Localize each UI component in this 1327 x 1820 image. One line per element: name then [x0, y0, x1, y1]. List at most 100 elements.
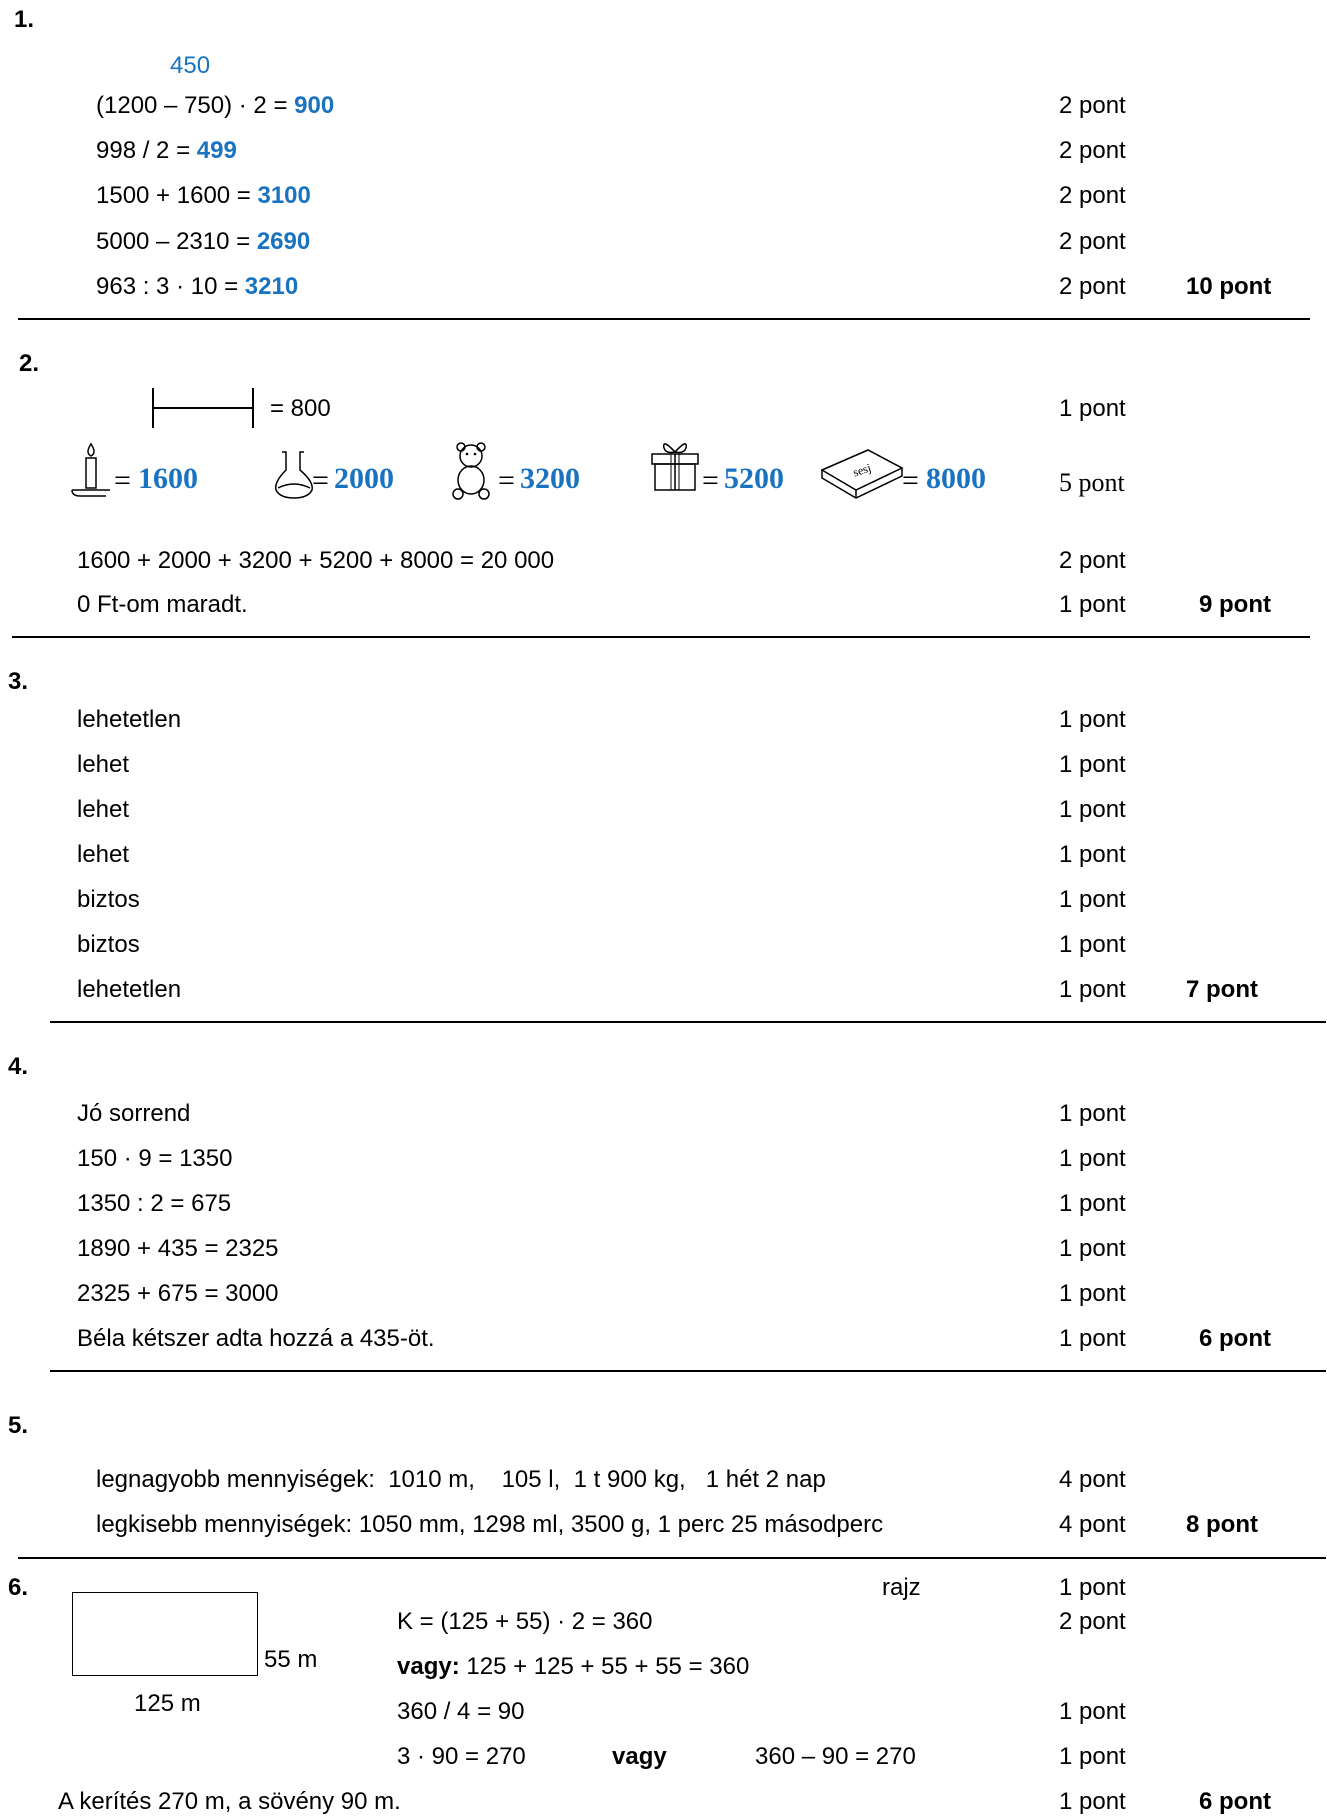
decanter-value: 2000 [334, 462, 394, 495]
equals-sign: = [312, 464, 329, 497]
points: 1 pont [1059, 1145, 1126, 1172]
points: 1 pont [1059, 976, 1126, 1003]
conclusion-line: A kerítés 270 m, a sövény 90 m. [58, 1788, 401, 1815]
answer: 499 [196, 137, 237, 164]
section-3-total: 7 pont [1186, 976, 1258, 1003]
candle-icon [71, 442, 110, 497]
section-divider [12, 636, 1310, 638]
alternative-expression: 125 + 125 + 55 + 55 = 360 [459, 1653, 750, 1680]
answer-text: lehet [77, 751, 130, 778]
teddy-bear-icon [452, 442, 490, 500]
section-2-total: 9 pont [1199, 591, 1271, 618]
answer: 3210 [244, 273, 299, 300]
points: 1 pont [1059, 1698, 1126, 1725]
solution-step: 1350 : 2 = 675 [77, 1190, 232, 1217]
answer-text: lehetetlen [77, 976, 182, 1003]
solution-step: 2325 + 675 = 3000 [77, 1280, 279, 1307]
section-divider [18, 318, 1310, 320]
points: 2 pont [1059, 1608, 1126, 1635]
decanter-icon [274, 451, 313, 499]
points: 2 pont [1059, 228, 1126, 255]
points: 1 pont [1059, 796, 1126, 823]
section-divider [18, 1557, 1326, 1559]
section-6-total: 6 pont [1199, 1788, 1271, 1815]
points: 1 pont [1059, 841, 1126, 868]
section-divider [50, 1370, 1326, 1372]
gift-box-icon [651, 443, 699, 491]
points: 1 pont [1059, 1100, 1126, 1127]
candle-value: 1600 [138, 462, 198, 495]
section-4-number: 4. [8, 1053, 29, 1080]
points: 1 pont [1059, 1325, 1126, 1352]
side-length-label: 55 m [264, 1646, 318, 1673]
alternative-line: vagy: 125 + 125 + 55 + 55 = 360 [397, 1653, 749, 1681]
expression: 963 : 3 · 10 = [96, 273, 245, 300]
perimeter-line: K = (125 + 55) · 2 = 360 [397, 1608, 653, 1635]
points: 1 pont [1059, 751, 1126, 778]
answer: 2690 [256, 228, 311, 255]
section-1-number: 1. [14, 6, 35, 33]
points: 2 pont [1059, 547, 1126, 574]
equals-sign: = [114, 464, 131, 497]
section-1-row: 963 : 3 · 10 = 3210 [96, 273, 298, 301]
points: 1 pont [1059, 1788, 1126, 1815]
division-line: 360 / 4 = 90 [397, 1698, 525, 1725]
answer-text: lehet [77, 841, 130, 868]
points: 2 pont [1059, 273, 1126, 300]
answer: 3100 [257, 182, 311, 209]
section-divider [50, 1021, 1326, 1023]
teddy-value: 3200 [520, 462, 580, 495]
solution-step: 1890 + 435 = 2325 [77, 1235, 279, 1262]
equals-sign: = [702, 464, 719, 497]
answer-text: lehetetlen [77, 706, 182, 733]
answer-text: lehet [77, 796, 130, 823]
drawing-label: rajz [882, 1574, 921, 1601]
box-value: 8000 [926, 462, 986, 495]
box-label: sesj [851, 461, 872, 480]
subtraction-line: 360 – 90 = 270 [755, 1743, 916, 1770]
section-1-row: 5000 – 2310 = 2690 [96, 228, 310, 256]
points: 1 pont [1059, 591, 1126, 618]
section-5-total: 8 pont [1186, 1511, 1258, 1538]
multiplication-line: 3 · 90 = 270 [397, 1743, 526, 1770]
points: 1 pont [1059, 395, 1126, 422]
section-5-number: 5. [8, 1412, 29, 1439]
chessboard-box-icon: sesj [820, 449, 904, 499]
points: 1 pont [1059, 886, 1126, 913]
answer-text: biztos [77, 886, 140, 913]
vagy-label: vagy [612, 1743, 667, 1770]
smallest-quantities: legkisebb mennyiségek: 1050 mm, 1298 ml,… [96, 1511, 884, 1538]
points: 1 pont [1059, 1280, 1126, 1307]
sum-line: 1600 + 2000 + 3200 + 5200 + 8000 = 20 00… [77, 547, 555, 574]
vagy-label: vagy: [397, 1653, 460, 1680]
largest-quantities: legnagyobb mennyiségek: 1010 m, 105 l, 1… [96, 1466, 826, 1493]
points: 1 pont [1059, 706, 1126, 733]
section-6-number: 6. [8, 1574, 29, 1601]
points: 1 pont [1059, 931, 1126, 958]
points: 1 pont [1059, 1574, 1126, 1601]
solution-step: Jó sorrend [77, 1100, 191, 1127]
section-1-total: 10 pont [1186, 273, 1272, 300]
solution-step: Béla kétszer adta hozzá a 435-öt. [77, 1325, 435, 1352]
points: 4 pont [1059, 1511, 1126, 1538]
answer-text: biztos [77, 931, 140, 958]
expression: 998 / 2 = [96, 137, 197, 164]
points: 2 pont [1059, 182, 1126, 209]
points: 1 pont [1059, 1743, 1126, 1770]
answer: 900 [294, 92, 335, 119]
remain-line: 0 Ft-om maradt. [77, 591, 248, 618]
equals-sign: = [902, 464, 919, 497]
solution-step: 150 · 9 = 1350 [77, 1145, 233, 1172]
section-1-row: (1200 – 750) · 2 = 900 [96, 92, 334, 120]
section-2-number: 2. [19, 350, 40, 377]
section-1-hint: 450 [170, 52, 211, 79]
scale-bar-icon [152, 388, 254, 428]
section-1-row: 998 / 2 = 499 [96, 137, 237, 165]
rectangle-drawing [72, 1592, 258, 1676]
points: 5 pont [1059, 468, 1125, 497]
section-3-number: 3. [8, 668, 29, 695]
equals-sign: = [498, 464, 515, 497]
section-1-row: 1500 + 1600 = 3100 [96, 182, 311, 210]
points: 2 pont [1059, 92, 1126, 119]
expression: (1200 – 750) · 2 = [96, 92, 295, 119]
